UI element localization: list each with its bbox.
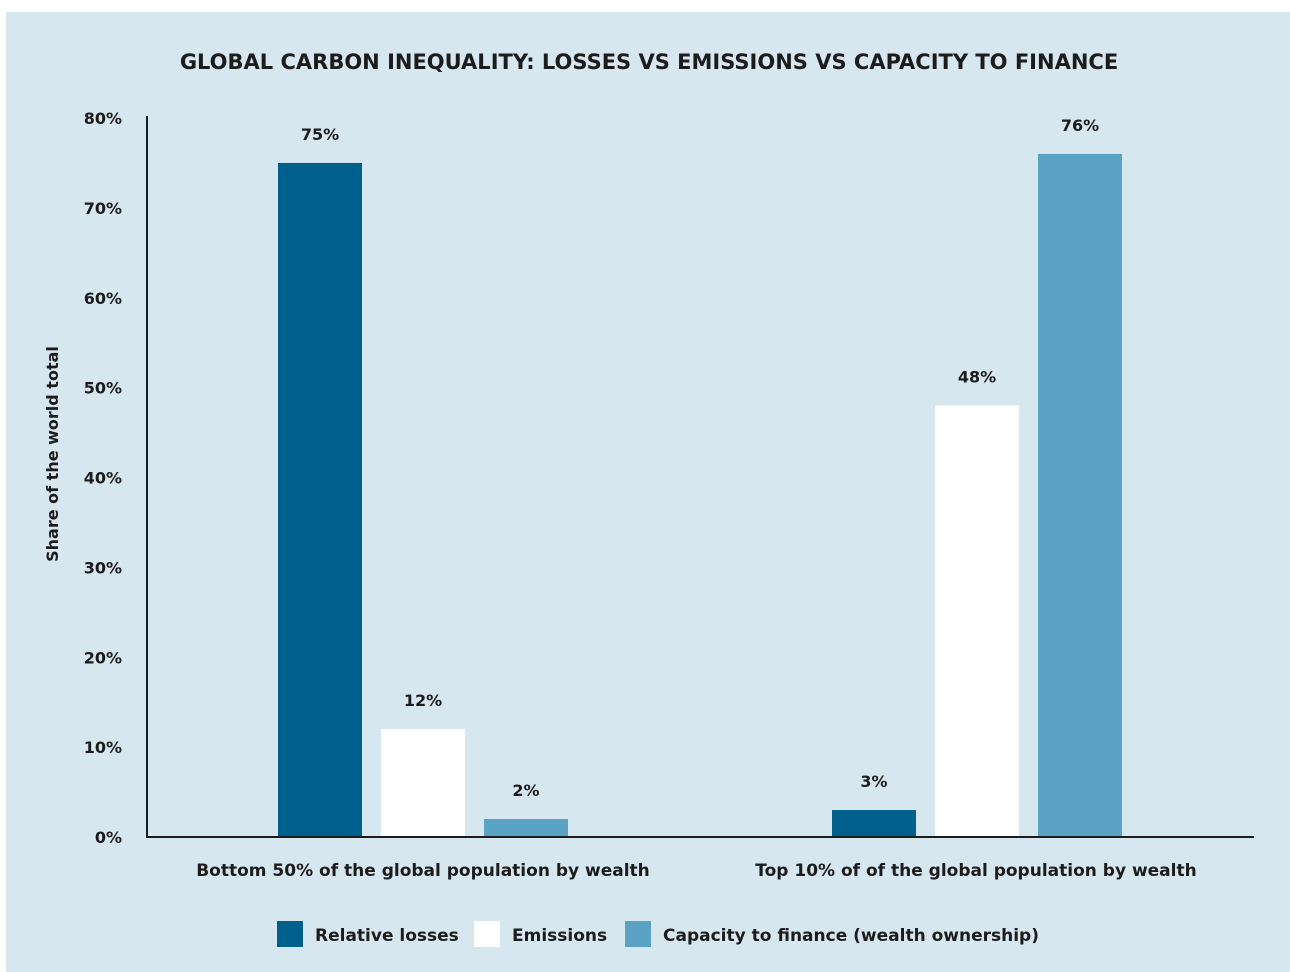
y-axis-title: Share of the world total — [43, 346, 62, 562]
chart-title: GLOBAL CARBON INEQUALITY: LOSSES VS EMIS… — [180, 50, 1118, 74]
y-tick-label: 30% — [84, 558, 122, 577]
data-label: 76% — [1061, 116, 1099, 135]
x-category-label: Top 10% of of the global population by w… — [755, 861, 1196, 881]
y-axis-ticks: 0% 10% 20% 30% 40% 50% 60% 70% 80% — [84, 109, 122, 847]
legend-label: Emissions — [512, 926, 607, 946]
bar-2-1 — [1038, 153, 1122, 837]
y-tick-label: 60% — [84, 289, 122, 308]
y-tick-label: 10% — [84, 738, 122, 757]
legend-label: Capacity to finance (wealth ownership) — [663, 926, 1039, 946]
legend-swatch-0 — [277, 921, 303, 947]
y-tick-label: 70% — [84, 199, 122, 218]
y-tick-label: 80% — [84, 109, 122, 128]
data-label: 75% — [301, 125, 339, 144]
data-labels: 75% 3% 12% 48% 2% 76% — [301, 116, 1099, 800]
y-tick-label: 0% — [95, 828, 122, 847]
legend: Relative losses Emissions Capacity to fina… — [277, 921, 1039, 947]
data-label: 12% — [404, 691, 442, 710]
legend-swatch-2 — [625, 921, 651, 947]
bar-1-1 — [935, 405, 1019, 837]
bar-0-0 — [278, 162, 362, 837]
y-tick-label: 20% — [84, 648, 122, 667]
x-axis-categories: Bottom 50% of the global population by w… — [196, 861, 1197, 881]
bar-chart: GLOBAL CARBON INEQUALITY: LOSSES VS EMIS… — [43, 50, 1254, 947]
bar-1-0 — [381, 729, 465, 837]
legend-swatch-1 — [474, 921, 500, 947]
legend-label: Relative losses — [315, 926, 459, 946]
bar-2-0 — [484, 819, 568, 837]
bars — [278, 153, 1122, 837]
data-label: 2% — [512, 781, 539, 800]
data-label: 48% — [958, 368, 996, 387]
y-tick-label: 50% — [84, 379, 122, 398]
data-label: 3% — [860, 772, 887, 791]
y-tick-label: 40% — [84, 469, 122, 488]
bar-0-1 — [832, 810, 916, 837]
x-category-label: Bottom 50% of the global population by w… — [196, 861, 650, 881]
chart-panel: GLOBAL CARBON INEQUALITY: LOSSES VS EMIS… — [6, 12, 1290, 972]
